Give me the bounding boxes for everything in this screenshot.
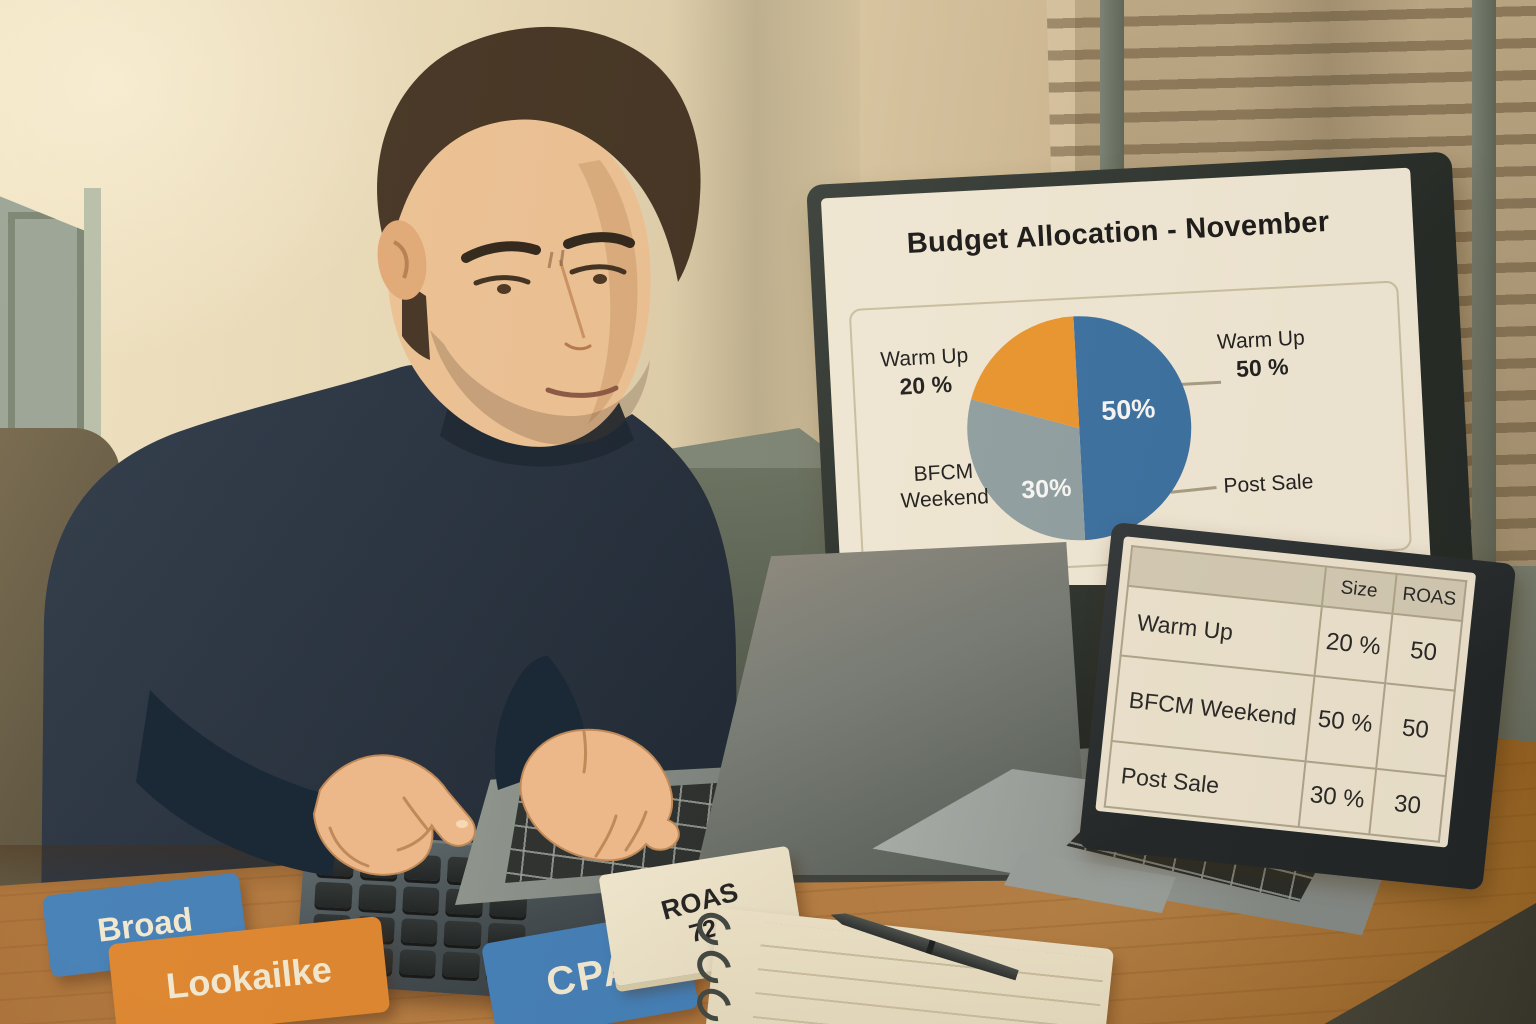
spiral-ring — [690, 944, 738, 990]
pie-callout-warmup-20: Warm Up 20 % — [879, 343, 969, 400]
chart-title: Budget Allocation - November — [906, 205, 1331, 261]
pie-slice-20 — [971, 316, 1080, 429]
spiral-ring — [690, 982, 738, 1024]
calculator-key — [403, 854, 442, 881]
card-lookalike-label: Lookailke — [164, 948, 334, 1007]
man-eyebrow-right — [563, 232, 635, 249]
man-eye-right — [569, 264, 627, 275]
budget-pie-chart — [967, 316, 1192, 541]
man-left-fingernail — [456, 820, 468, 828]
table-laptop-screen: Size ROAS Warm Up 20 % 50 BFCM Weekend 5… — [1078, 521, 1517, 891]
man-nostril — [564, 342, 592, 351]
window-frame-bar — [1472, 0, 1496, 640]
calculator-key — [358, 883, 397, 911]
calculator-key — [442, 951, 481, 979]
calculator-key — [314, 881, 353, 909]
pie-inner-label-50: 50% — [1100, 393, 1157, 427]
pie-callout-warmup-50: Warm Up 50 % — [1216, 326, 1306, 383]
pie-slice-30 — [967, 399, 1086, 541]
man-face-shading — [578, 160, 638, 424]
monitor-screen: Budget Allocation - November Warm Up 20 … — [820, 167, 1432, 612]
pie-inner-label-30: 30% — [1020, 473, 1073, 505]
man-nose — [558, 259, 586, 339]
calculator-key — [359, 851, 398, 879]
table-laptop-display: Size ROAS Warm Up 20 % 50 BFCM Weekend 5… — [1095, 536, 1477, 848]
desktop-monitor: Budget Allocation - November Warm Up 20 … — [806, 151, 1476, 655]
calculator-key — [401, 885, 440, 913]
calculator-key — [400, 917, 439, 945]
pie-slice-50 — [1073, 316, 1192, 541]
pie-callout-bfcm-weekend: BFCM Weekend — [900, 459, 990, 513]
roas-table: Size ROAS Warm Up 20 % 50 BFCM Weekend 5… — [1104, 545, 1468, 843]
man-iris-right — [593, 274, 607, 284]
calculator-key — [443, 919, 483, 947]
notebook-spiral — [690, 906, 738, 1024]
man-right-sleeve — [494, 656, 588, 790]
calculator-key — [398, 949, 437, 977]
calculator-key — [316, 849, 355, 877]
table-laptop: Size ROAS Warm Up 20 % 50 BFCM Weekend 5… — [1026, 518, 1521, 1013]
